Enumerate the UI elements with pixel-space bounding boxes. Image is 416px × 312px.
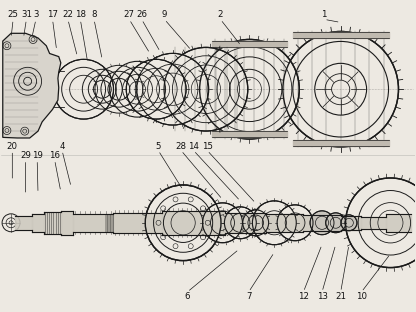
- Circle shape: [203, 203, 243, 243]
- Text: 5: 5: [156, 142, 161, 151]
- Circle shape: [54, 59, 114, 119]
- Text: 2: 2: [218, 10, 223, 19]
- Text: 13: 13: [317, 292, 327, 301]
- Text: 19: 19: [32, 152, 42, 160]
- Text: 26: 26: [136, 10, 147, 19]
- Text: 31: 31: [21, 10, 32, 19]
- Text: 22: 22: [62, 10, 73, 19]
- Text: 25: 25: [7, 10, 19, 19]
- Circle shape: [200, 39, 299, 139]
- Circle shape: [277, 205, 313, 241]
- Text: 9: 9: [162, 10, 167, 19]
- Circle shape: [137, 53, 209, 125]
- Text: 18: 18: [75, 10, 86, 19]
- Text: 12: 12: [298, 292, 309, 301]
- Text: 27: 27: [124, 10, 135, 19]
- Text: 28: 28: [176, 142, 186, 151]
- Text: 14: 14: [188, 142, 199, 151]
- Text: 6: 6: [185, 292, 190, 301]
- Circle shape: [326, 213, 346, 233]
- Polygon shape: [3, 33, 61, 138]
- Text: 20: 20: [7, 142, 18, 151]
- Circle shape: [164, 47, 248, 131]
- Text: 16: 16: [49, 152, 60, 160]
- Circle shape: [253, 201, 296, 245]
- Text: 4: 4: [59, 142, 65, 151]
- Text: 21: 21: [335, 292, 346, 301]
- Circle shape: [341, 215, 357, 231]
- Circle shape: [243, 210, 269, 236]
- Circle shape: [346, 178, 416, 268]
- Circle shape: [145, 185, 221, 261]
- Text: 29: 29: [20, 152, 31, 160]
- Text: 10: 10: [356, 292, 367, 301]
- Text: 17: 17: [47, 10, 58, 19]
- Circle shape: [283, 32, 399, 147]
- Circle shape: [126, 59, 186, 119]
- Text: 1: 1: [321, 10, 327, 19]
- Text: 7: 7: [246, 292, 251, 301]
- Text: 3: 3: [33, 10, 39, 19]
- Circle shape: [224, 207, 256, 239]
- Circle shape: [310, 211, 334, 235]
- Text: 8: 8: [91, 10, 97, 19]
- Text: 15: 15: [202, 142, 213, 151]
